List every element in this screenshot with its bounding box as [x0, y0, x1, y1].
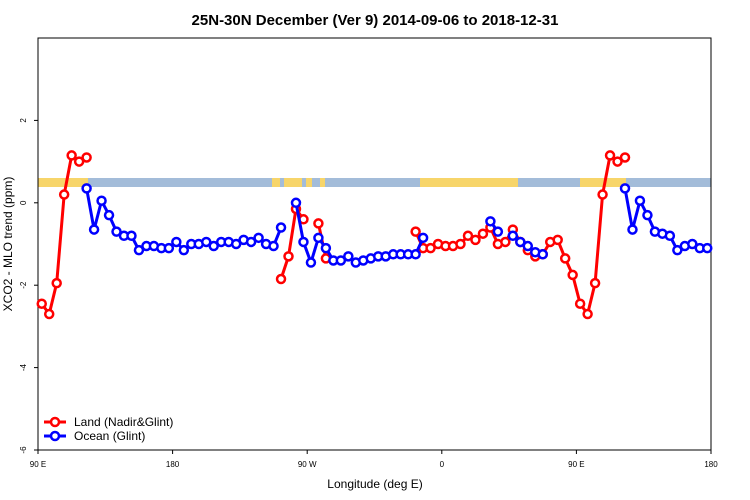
data-point	[477, 228, 489, 239]
land-band	[284, 178, 302, 187]
data-point	[36, 298, 47, 309]
data-point	[642, 209, 653, 221]
data-point	[410, 226, 421, 237]
data-point	[597, 189, 608, 200]
data-point	[470, 234, 481, 246]
data-point	[537, 249, 548, 260]
land-band	[38, 178, 88, 187]
data-point	[417, 232, 429, 244]
data-point	[672, 244, 683, 256]
data-point	[619, 152, 631, 163]
data-point	[51, 277, 62, 289]
data-point	[455, 238, 466, 250]
data-point	[687, 238, 698, 250]
data-point	[634, 195, 646, 206]
data-point	[515, 236, 526, 248]
data-point	[574, 298, 586, 309]
y-tick-label: -6	[19, 446, 28, 454]
data-point	[559, 253, 571, 264]
data-point	[604, 150, 616, 161]
data-point	[290, 197, 302, 209]
data-point	[298, 236, 309, 248]
data-point	[283, 251, 294, 262]
land-band	[320, 178, 325, 187]
x-tick-label: 180	[166, 460, 180, 469]
land-band	[580, 178, 626, 187]
data-point	[410, 249, 421, 260]
data-point	[171, 236, 182, 248]
data-point	[133, 244, 145, 256]
data-point	[462, 230, 474, 242]
y-tick-label: 2	[19, 118, 28, 123]
data-point	[275, 273, 287, 285]
data-point	[73, 156, 85, 167]
data-point	[88, 224, 100, 235]
x-axis-label: Longitude (deg E)	[327, 477, 422, 491]
data-point	[552, 234, 563, 246]
data-point	[245, 236, 257, 248]
data-point	[96, 195, 107, 206]
x-tick-label: 90 E	[568, 460, 584, 469]
data-point	[66, 150, 77, 161]
land-band	[272, 178, 280, 187]
x-tick-label: 0	[440, 460, 445, 469]
data-point	[343, 251, 354, 262]
data-point	[612, 156, 623, 167]
y-tick-label: 0	[19, 200, 28, 205]
plot-frame	[37, 37, 712, 451]
data-point	[126, 230, 137, 242]
chart-title: 25N-30N December (Ver 9) 2014-09-06 to 2…	[192, 12, 559, 29]
data-point	[163, 242, 175, 254]
data-point	[589, 277, 601, 289]
data-point	[230, 238, 242, 250]
data-point	[81, 183, 92, 194]
data-point	[320, 242, 332, 254]
data-point	[313, 218, 324, 229]
data-point	[58, 189, 70, 200]
data-point	[111, 226, 122, 237]
data-point	[702, 242, 713, 254]
land-band	[420, 178, 518, 187]
data-point	[485, 216, 496, 227]
land-ocean-band	[38, 178, 711, 187]
data-point	[81, 152, 92, 163]
data-point	[567, 269, 578, 281]
data-point	[500, 236, 511, 248]
data-point	[208, 240, 219, 252]
data-point	[627, 224, 638, 235]
legend-swatch-point	[49, 430, 61, 442]
ocean-band	[38, 178, 711, 187]
x-tick-label: 90 E	[30, 460, 46, 469]
land-band	[306, 178, 312, 187]
x-tick-label: 180	[704, 460, 718, 469]
data-point	[425, 242, 436, 254]
legend-label: Land (Nadir&Glint)	[74, 415, 173, 429]
data-point	[664, 230, 676, 242]
data-point	[275, 222, 287, 233]
data-point	[178, 244, 190, 256]
y-tick-label: -2	[19, 281, 28, 289]
data-point	[507, 230, 519, 242]
y-axis-label: XCO2 - MLO trend (ppm)	[1, 177, 15, 312]
data-point	[313, 232, 324, 244]
x-tick-label: 90 W	[298, 460, 317, 469]
data-point	[522, 240, 534, 252]
data-point	[492, 226, 504, 237]
legend-label: Ocean (Glint)	[74, 429, 145, 443]
data-point	[268, 240, 279, 252]
data-point	[43, 308, 55, 320]
data-point	[582, 308, 593, 320]
data-point	[103, 209, 115, 221]
data-point	[335, 255, 347, 266]
data-point	[253, 232, 264, 244]
data-point	[305, 257, 317, 268]
y-tick-label: -4	[19, 363, 28, 371]
data-point	[201, 236, 212, 248]
legend-swatch-point	[49, 416, 61, 428]
data-point	[619, 183, 631, 194]
